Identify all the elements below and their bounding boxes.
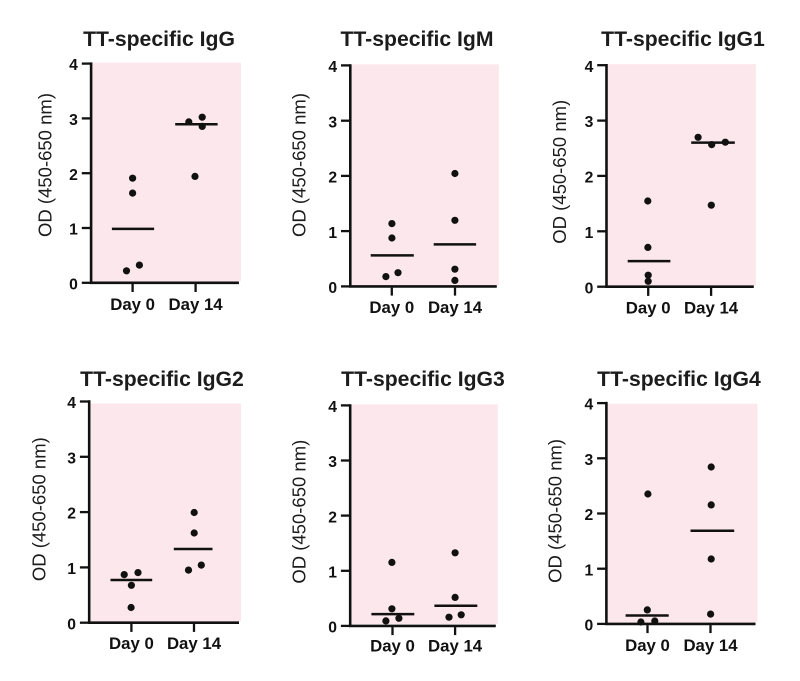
svg-text:3: 3 — [328, 454, 337, 471]
svg-text:2: 2 — [67, 506, 76, 523]
svg-text:2: 2 — [328, 170, 337, 187]
svg-text:Day 14: Day 14 — [167, 634, 222, 653]
svg-text:Day 14: Day 14 — [169, 295, 224, 314]
svg-text:Day 0: Day 0 — [626, 299, 671, 318]
svg-text:TT-specific IgG: TT-specific IgG — [83, 28, 235, 51]
svg-text:1: 1 — [584, 562, 593, 579]
svg-text:OD (450-650 nm): OD (450-650 nm) — [545, 439, 566, 583]
svg-text:1: 1 — [328, 225, 337, 242]
svg-text:0: 0 — [585, 280, 594, 297]
svg-text:3: 3 — [328, 114, 337, 131]
svg-text:0: 0 — [328, 620, 337, 637]
svg-text:4: 4 — [328, 399, 337, 416]
svg-text:1: 1 — [67, 561, 76, 578]
svg-text:3: 3 — [584, 452, 593, 469]
svg-text:4: 4 — [328, 59, 337, 76]
svg-text:4: 4 — [584, 397, 593, 414]
svg-text:TT-specific IgG2: TT-specific IgG2 — [80, 368, 244, 391]
svg-text:Day 14: Day 14 — [428, 637, 483, 656]
svg-text:OD (450-650 nm): OD (450-650 nm) — [28, 437, 49, 581]
svg-text:OD (450-650 nm): OD (450-650 nm) — [549, 100, 570, 244]
svg-text:TT-specific IgG4: TT-specific IgG4 — [597, 368, 761, 391]
svg-text:1: 1 — [69, 222, 78, 239]
svg-text:OD (450-650 nm): OD (450-650 nm) — [35, 93, 56, 237]
svg-text:4: 4 — [69, 57, 78, 74]
svg-text:Day 14: Day 14 — [684, 299, 739, 318]
svg-text:3: 3 — [67, 450, 76, 467]
svg-text:0: 0 — [584, 618, 593, 635]
svg-text:4: 4 — [67, 395, 76, 412]
svg-text:1: 1 — [328, 564, 337, 581]
svg-text:OD (450-650 nm): OD (450-650 nm) — [289, 93, 310, 237]
svg-text:TT-specific IgG3: TT-specific IgG3 — [341, 368, 505, 391]
svg-text:Day 0: Day 0 — [110, 295, 155, 314]
svg-text:OD (450-650 nm): OD (450-650 nm) — [289, 440, 310, 584]
svg-text:TT-specific IgG1: TT-specific IgG1 — [601, 28, 765, 51]
svg-text:0: 0 — [328, 280, 337, 297]
svg-text:2: 2 — [328, 509, 337, 526]
svg-text:Day 0: Day 0 — [625, 636, 670, 655]
svg-text:4: 4 — [585, 59, 594, 76]
svg-text:Day 0: Day 0 — [370, 637, 415, 656]
svg-text:0: 0 — [69, 276, 78, 293]
svg-text:Day 0: Day 0 — [109, 634, 154, 653]
svg-text:2: 2 — [585, 170, 594, 187]
svg-text:3: 3 — [585, 114, 594, 131]
svg-text:Day 14: Day 14 — [683, 636, 738, 655]
svg-text:2: 2 — [584, 507, 593, 524]
svg-text:Day 0: Day 0 — [369, 298, 414, 317]
svg-text:TT-specific IgM: TT-specific IgM — [340, 28, 493, 51]
svg-text:2: 2 — [69, 167, 78, 184]
svg-text:3: 3 — [69, 112, 78, 129]
svg-text:Day 14: Day 14 — [428, 298, 483, 317]
svg-text:0: 0 — [67, 616, 76, 633]
svg-text:1: 1 — [585, 225, 594, 242]
